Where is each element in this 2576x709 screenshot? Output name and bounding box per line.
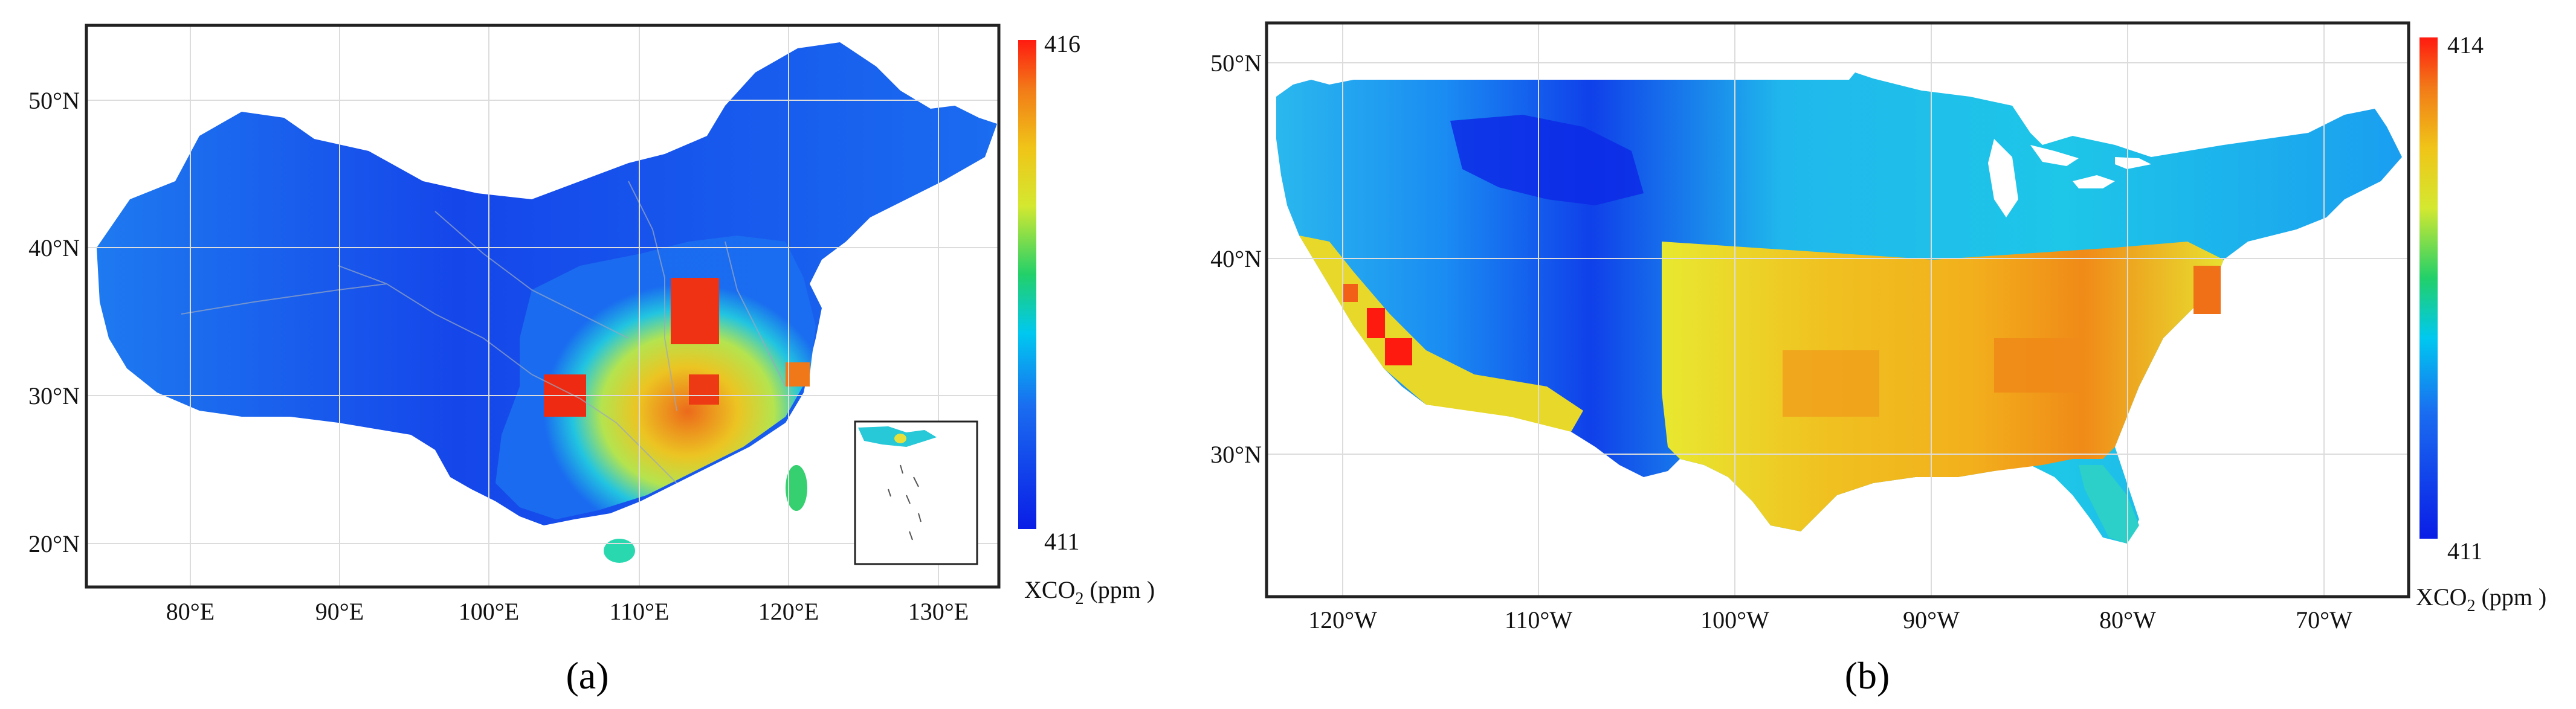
hotspot-shanghai	[786, 362, 810, 387]
map-b-frame	[1265, 21, 2410, 598]
inset-south-china-sea	[854, 420, 978, 565]
southeast-orange-2	[1783, 350, 1879, 417]
hotspot-southern-california	[1367, 308, 1385, 338]
china-east-warm-region	[496, 236, 816, 519]
grid-b	[1267, 23, 2409, 597]
y-tick-a-2: 30°N	[28, 382, 80, 409]
y-tick-b-2: 30°N	[1210, 441, 1262, 468]
x-tick-b-1: 110°W	[1505, 606, 1573, 634]
x-tick-a-3: 110°E	[610, 598, 670, 625]
y-tick-b-0: 50°N	[1210, 50, 1262, 77]
great-lakes	[1988, 139, 2018, 217]
y-tick-b-1: 40°N	[1210, 245, 1262, 272]
colorbar-b-min: 411	[2447, 537, 2483, 565]
hainan	[604, 539, 635, 563]
hotspot-los-angeles	[1385, 338, 1412, 365]
panel-label-a: (a)	[566, 654, 608, 697]
southeast-orange-1	[1994, 338, 2079, 393]
x-tick-b-3: 90°W	[1903, 606, 1960, 634]
y-tick-a-3: 20°N	[28, 530, 80, 557]
x-tick-a-4: 120°E	[758, 598, 819, 625]
colorbar-a-unit: XCO2 (ppm )	[1024, 576, 1155, 608]
taiwan	[786, 465, 807, 511]
y-tick-a-0: 50°N	[28, 87, 80, 114]
map-a-frame	[85, 24, 1001, 589]
colorbar-b-max: 414	[2447, 31, 2484, 59]
colorbar-b	[2419, 37, 2438, 539]
usa-west-coast-band	[1299, 236, 1583, 432]
colorbar-a-min: 411	[1044, 528, 1080, 555]
x-tick-a-0: 80°E	[166, 598, 215, 625]
x-tick-a-5: 130°E	[908, 598, 969, 625]
x-tick-b-2: 100°W	[1700, 606, 1769, 634]
panel-a: 50°N 40°N 30°N 20°N 80°E 90°E 100°E 110°…	[28, 24, 1155, 697]
hotspot-northeast	[2193, 266, 2221, 314]
y-tick-a-1: 40°N	[28, 234, 80, 261]
hotspot-central-valley	[1343, 284, 1358, 302]
china-xco2-field	[97, 42, 997, 563]
x-tick-a-2: 100°E	[459, 598, 519, 625]
hotspot-north-china	[671, 278, 719, 344]
northwest-low-region	[1450, 115, 1644, 205]
province-borders	[181, 181, 786, 484]
colorbar-a	[1018, 40, 1036, 529]
x-tick-b-0: 120°W	[1308, 606, 1377, 634]
panel-label-b: (b)	[1845, 654, 1890, 697]
x-tick-b-4: 80°W	[2099, 606, 2156, 634]
florida	[2079, 465, 2139, 544]
panel-b: 50°N 40°N 30°N 120°W 110°W 100°W 90°W 80…	[1210, 21, 2546, 697]
usa-xco2-field	[1276, 72, 2402, 544]
x-tick-b-5: 70°W	[2296, 606, 2352, 634]
hotspot-hubei	[689, 374, 719, 405]
x-tick-a-1: 90°E	[315, 598, 364, 625]
usa-south-warm-region	[1662, 242, 2224, 531]
colorbar-b-unit: XCO2 (ppm )	[2416, 583, 2546, 615]
colorbar-a-max: 416	[1044, 30, 1080, 57]
